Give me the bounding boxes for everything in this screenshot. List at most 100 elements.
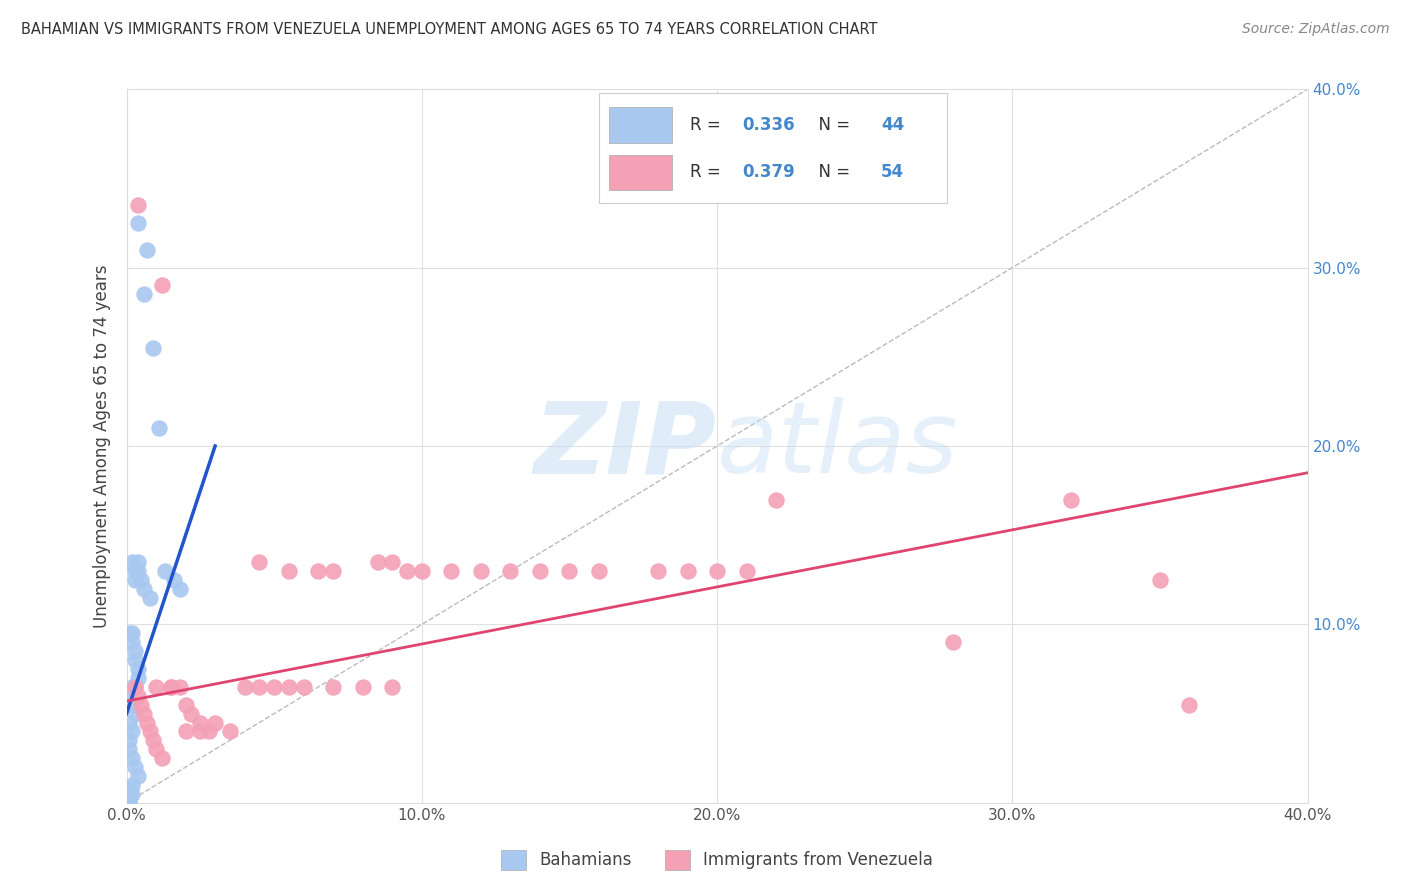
Point <box>136 243 159 257</box>
Point <box>118 742 141 756</box>
Point <box>278 680 301 694</box>
Point <box>121 680 143 694</box>
Point <box>129 698 153 712</box>
Point <box>440 564 463 578</box>
Point <box>121 555 143 569</box>
Point <box>121 626 143 640</box>
Point <box>139 724 162 739</box>
Point <box>307 564 329 578</box>
Point <box>129 573 153 587</box>
Point <box>765 492 787 507</box>
Point <box>121 724 143 739</box>
Point <box>124 564 146 578</box>
Point <box>118 792 141 806</box>
Point <box>139 591 162 605</box>
Text: Source: ZipAtlas.com: Source: ZipAtlas.com <box>1241 22 1389 37</box>
Point <box>163 573 186 587</box>
Point <box>121 698 143 712</box>
Point <box>145 742 167 756</box>
Point <box>322 680 344 694</box>
Point <box>159 680 183 694</box>
Point <box>118 733 141 747</box>
Point <box>118 790 141 805</box>
Point <box>150 278 173 293</box>
Point <box>735 564 758 578</box>
Point <box>124 760 146 774</box>
Point <box>118 789 141 803</box>
Point <box>145 680 167 694</box>
Point <box>706 564 728 578</box>
Text: ZIP: ZIP <box>534 398 717 494</box>
Point <box>124 706 146 721</box>
Point <box>188 724 211 739</box>
Point <box>396 564 419 578</box>
Point <box>1149 573 1171 587</box>
Point <box>127 216 149 230</box>
Point <box>233 680 256 694</box>
Point <box>127 671 149 685</box>
Point <box>136 715 159 730</box>
Point <box>127 198 149 212</box>
Point <box>942 635 965 649</box>
Point <box>352 680 374 694</box>
Point <box>198 724 221 739</box>
Point <box>411 564 433 578</box>
Point <box>118 626 141 640</box>
Point <box>676 564 699 578</box>
Point <box>127 555 149 569</box>
Point <box>174 724 197 739</box>
Point <box>159 680 183 694</box>
Point <box>381 555 404 569</box>
Point <box>124 573 146 587</box>
Point <box>127 564 149 578</box>
Point <box>118 794 141 808</box>
Point <box>204 715 226 730</box>
Point <box>118 794 141 808</box>
Point <box>118 715 141 730</box>
Point <box>142 341 165 355</box>
Point <box>127 662 149 676</box>
Point <box>150 751 173 765</box>
Point <box>124 653 146 667</box>
Point <box>278 564 301 578</box>
Point <box>121 635 143 649</box>
Point <box>1060 492 1083 507</box>
Point <box>188 715 211 730</box>
Point <box>381 680 404 694</box>
Point <box>121 778 143 792</box>
Point <box>142 733 165 747</box>
Point <box>558 564 581 578</box>
Point <box>121 751 143 765</box>
Point <box>470 564 492 578</box>
Point <box>588 564 610 578</box>
Point <box>499 564 522 578</box>
Point <box>121 787 143 801</box>
Point <box>263 680 285 694</box>
Point <box>134 582 156 596</box>
Legend: Bahamians, Immigrants from Venezuela: Bahamians, Immigrants from Venezuela <box>495 843 939 877</box>
Point <box>247 555 270 569</box>
Point <box>529 564 551 578</box>
Point <box>247 680 270 694</box>
Point <box>134 287 156 301</box>
Point <box>366 555 388 569</box>
Point <box>180 706 202 721</box>
Y-axis label: Unemployment Among Ages 65 to 74 years: Unemployment Among Ages 65 to 74 years <box>93 264 111 628</box>
Point <box>148 421 170 435</box>
Text: atlas: atlas <box>717 398 959 494</box>
Point <box>219 724 242 739</box>
Point <box>124 644 146 658</box>
Point <box>169 680 191 694</box>
Point <box>292 680 315 694</box>
Point <box>169 582 191 596</box>
Point <box>127 769 149 783</box>
Point <box>322 564 344 578</box>
Point <box>1178 698 1201 712</box>
Point <box>153 564 176 578</box>
Text: BAHAMIAN VS IMMIGRANTS FROM VENEZUELA UNEMPLOYMENT AMONG AGES 65 TO 74 YEARS COR: BAHAMIAN VS IMMIGRANTS FROM VENEZUELA UN… <box>21 22 877 37</box>
Point <box>124 680 146 694</box>
Point <box>124 680 146 694</box>
Point <box>174 698 197 712</box>
Point <box>118 781 141 796</box>
Point <box>118 689 141 703</box>
